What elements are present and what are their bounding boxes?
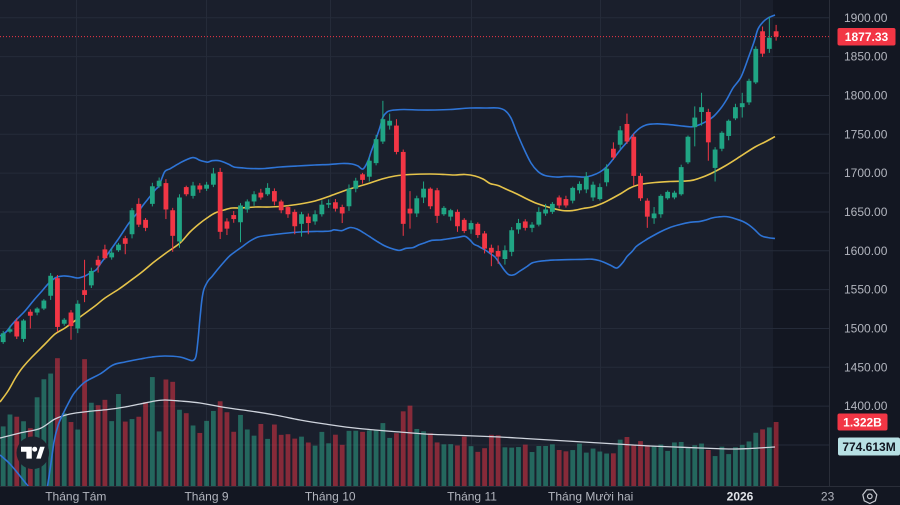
svg-text:1500.00: 1500.00 [844,322,888,336]
svg-text:Tháng 11: Tháng 11 [447,490,497,504]
svg-text:1400.00: 1400.00 [844,399,888,413]
svg-text:1650.00: 1650.00 [844,205,888,219]
svg-text:1750.00: 1750.00 [844,127,888,141]
svg-text:1.322B: 1.322B [843,416,882,430]
svg-text:23: 23 [821,490,835,504]
svg-text:1700.00: 1700.00 [844,166,888,180]
svg-text:774.613M: 774.613M [842,440,895,454]
svg-text:1877.33: 1877.33 [845,30,889,44]
svg-text:1900.00: 1900.00 [844,11,888,25]
svg-text:1450.00: 1450.00 [844,360,888,374]
svg-text:1800.00: 1800.00 [844,89,888,103]
svg-text:Tháng Tám: Tháng Tám [45,490,106,504]
svg-text:Tháng Mười hai: Tháng Mười hai [548,490,633,504]
svg-text:1550.00: 1550.00 [844,283,888,297]
svg-text:Tháng 9: Tháng 9 [184,490,228,504]
svg-text:Tháng 10: Tháng 10 [305,490,356,504]
svg-text:2026: 2026 [727,490,754,504]
svg-text:1850.00: 1850.00 [844,50,888,64]
svg-text:1600.00: 1600.00 [844,244,888,258]
